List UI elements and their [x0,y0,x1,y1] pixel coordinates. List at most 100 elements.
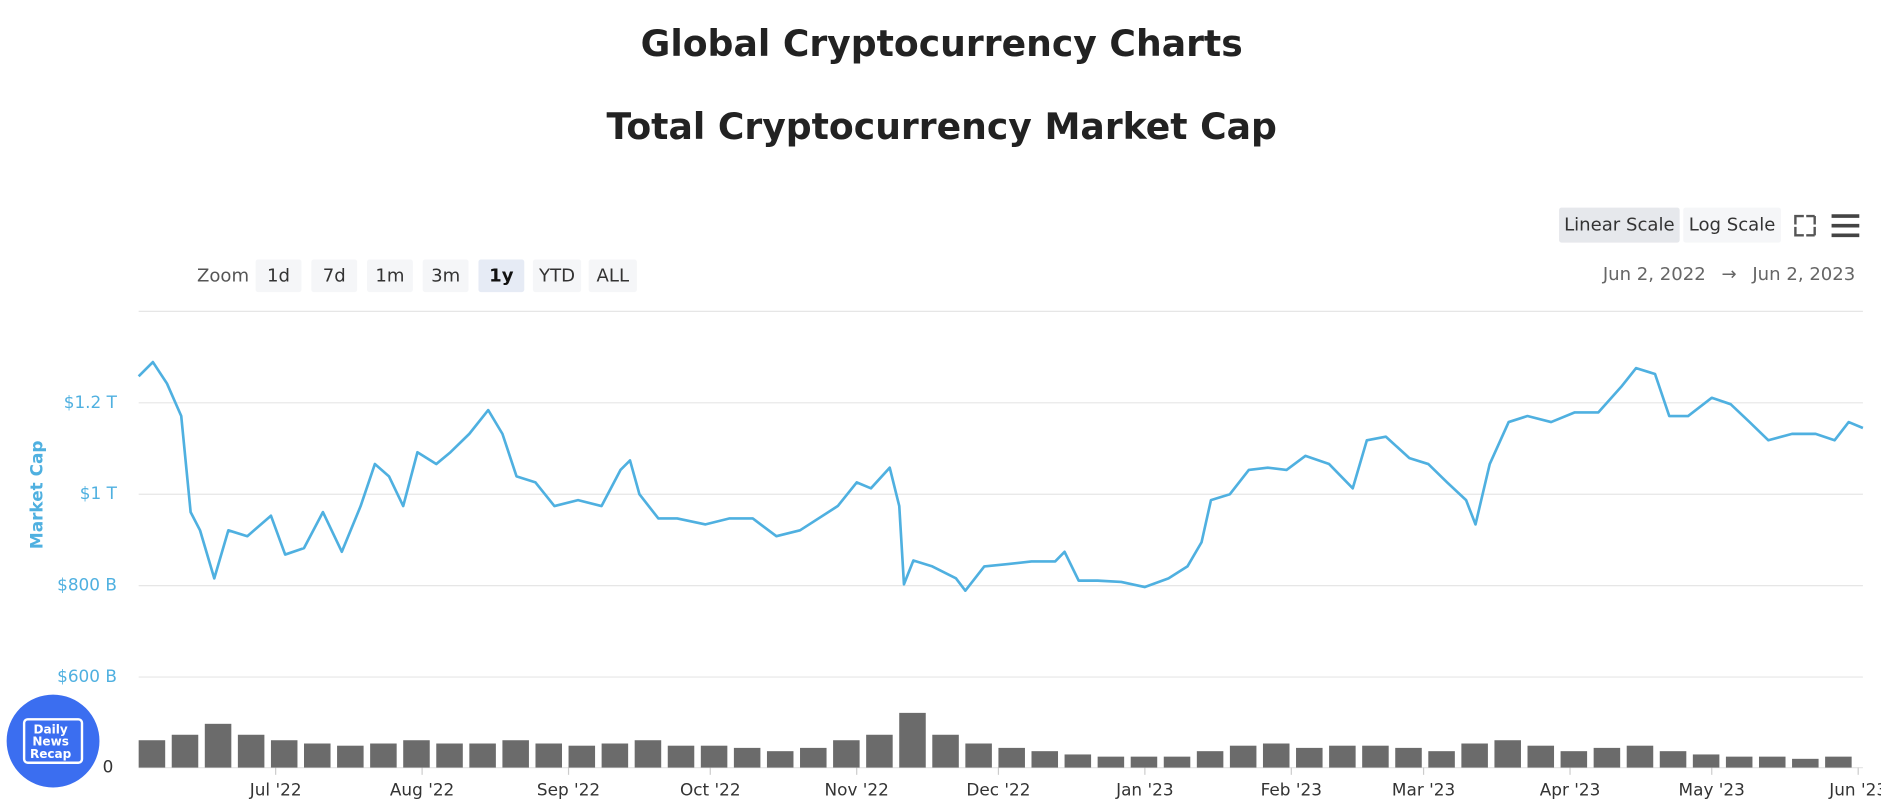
y-tick-label: $600 B [57,666,117,686]
volume-bar [1560,751,1588,768]
volume-bar [1329,745,1356,768]
y2-tick-label: 0 [103,757,114,777]
volume-bar [700,745,728,768]
x-tick-label: Sep '22 [537,780,600,800]
volume-bar [1825,756,1852,768]
logo: Daily News Recap [3,690,104,792]
volume-bar [138,740,166,768]
zoom-button[interactable] [311,259,358,293]
logo-text: Recap [30,747,72,761]
volume-bar [634,740,662,768]
volume-bar [1262,743,1290,768]
x-tick-label: Jan '23 [1115,780,1173,800]
zoom-button-label[interactable]: YTD [538,265,575,286]
fullscreen-icon[interactable] [1794,214,1816,237]
volume-bar [1659,751,1687,768]
y-tick-label: $1 T [80,483,118,503]
volume-bar [304,743,331,768]
volume-bar [800,747,827,768]
x-tick-label: Feb '23 [1261,780,1322,800]
menu-icon[interactable] [1831,214,1860,238]
logo-text: News [32,735,69,749]
zoom-button[interactable] [588,259,637,293]
volume-bar [469,743,496,768]
volume-bar [1758,756,1786,768]
zoom-button-label[interactable]: 1m [375,265,404,286]
range-to[interactable]: Jun 2, 2023 [1751,264,1855,285]
volume-bar [502,740,529,768]
scale-button-label[interactable]: Log Scale [1689,215,1776,236]
x-tick-label: Apr '23 [1540,780,1601,800]
scale-button-label[interactable]: Linear Scale [1564,215,1675,236]
volume-bar [568,745,596,768]
plot: $600 B $800 B $1 T $1.2 T 0 Jul '22 Aug '22 Sep… [57,360,1881,800]
zoom-button[interactable] [478,259,525,293]
volume-bar [1097,756,1125,768]
volume-bar [1494,740,1521,768]
volume-bar [965,743,992,768]
logo-text: Daily [34,723,68,737]
volume-bar [733,747,761,768]
page-title: Global Cryptocurrency Charts [641,22,1243,65]
scale-button[interactable] [1559,207,1680,243]
scale-button[interactable] [1683,207,1781,243]
range-arrow: → [1721,264,1736,285]
zoom-button-label[interactable]: 1d [267,265,290,286]
volume-bar [899,712,926,768]
zoom-button-label[interactable]: 1y [489,265,514,286]
zoom-button[interactable] [422,259,469,293]
x-tick-label: Aug '22 [390,780,454,800]
volume-bar [1362,745,1389,768]
range-from[interactable]: Jun 2, 2022 [1602,264,1706,285]
volume-bar [866,734,893,768]
volume-bar [1196,751,1224,768]
y-tick-label: $800 B [57,575,117,595]
zoom-label: Zoom [197,265,249,286]
volume-bar [833,740,860,768]
y-tick-label: $1.2 T [64,392,118,412]
volume-bar [1461,743,1488,768]
volume-bar [1428,751,1455,768]
volume-bar [1229,745,1257,768]
volume-bar [204,723,232,768]
volume-bar [932,734,959,768]
x-tick-label: Oct '22 [680,780,741,800]
volume-bar [436,743,463,768]
volume-bar [1725,756,1753,768]
x-tick-label: Nov '22 [825,780,889,800]
zoom-button-label[interactable]: 3m [431,265,460,286]
volume-bar [270,740,298,768]
volume-bar [1593,747,1621,768]
volume-bar [237,734,265,768]
volume-bar [1296,747,1323,768]
volume-bar [1692,754,1720,768]
x-tick-label: May '23 [1679,780,1745,800]
volume-bar [1163,756,1191,768]
volume-bar [1792,758,1819,768]
chart-title: Total Cryptocurrency Market Cap [606,105,1276,148]
zoom-button[interactable] [532,259,582,293]
x-tick-label: Dec '22 [966,780,1030,800]
zoom-button[interactable] [255,259,302,293]
x-tick-label: Jul '22 [249,780,302,800]
x-tick-label: Jun '23 [1828,780,1881,800]
y-axis-label: Market Cap [26,441,46,550]
zoom-button-label[interactable]: ALL [597,265,630,286]
volume-bar [403,740,430,768]
zoom-button[interactable] [367,259,413,293]
volume-bar [601,743,629,768]
volume-bar [667,745,695,768]
volume-bar [1395,747,1422,768]
zoom-button-label[interactable]: 7d [323,265,346,286]
volume-bar [370,743,397,768]
market-cap-line [137,360,1864,592]
volume-bar [1130,756,1158,768]
volume-bar [535,743,563,768]
volume-bar [998,747,1025,768]
volume-bar [766,751,794,768]
volume-bar [1031,751,1059,768]
volume-bar [171,734,199,768]
x-tick-label: Mar '23 [1392,780,1455,800]
volume-bar [1626,745,1654,768]
